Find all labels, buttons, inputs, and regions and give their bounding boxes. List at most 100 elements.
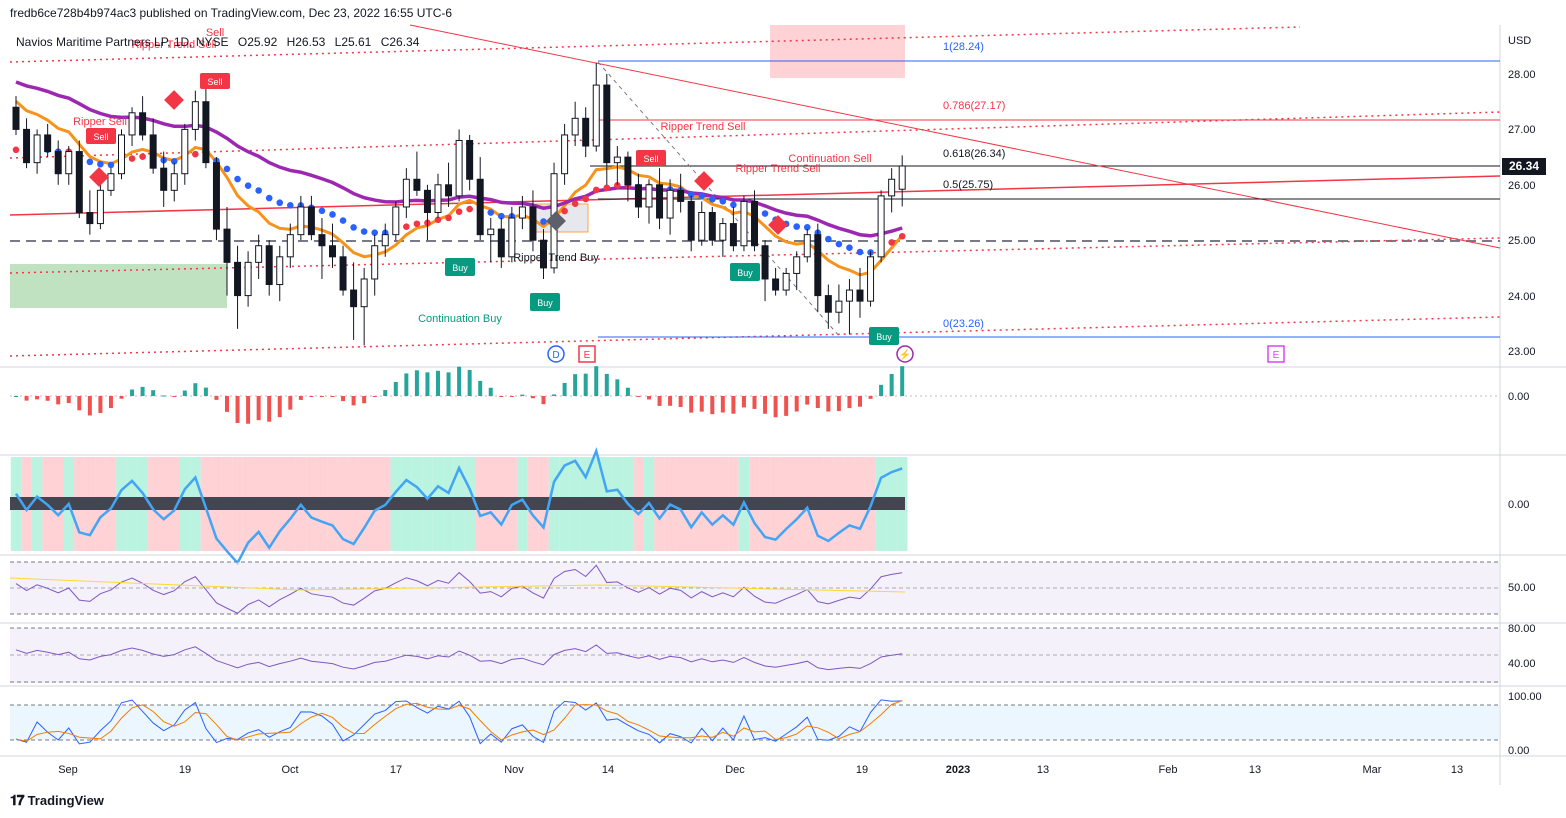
macd-bar <box>699 396 704 412</box>
macd-bar <box>235 396 240 423</box>
trend-dot <box>350 224 357 231</box>
trend-dot <box>128 155 136 162</box>
candle <box>413 151 421 196</box>
candle <box>824 284 832 329</box>
dotted-top <box>9 26 1301 63</box>
candle <box>286 223 294 268</box>
macd-pane <box>10 366 1500 424</box>
macd-bar <box>594 366 599 396</box>
macd-bar <box>56 396 61 405</box>
time-tick: Oct <box>281 764 298 776</box>
candle <box>402 168 410 219</box>
label-ripper-trend-buy: Ripper Trend Buy <box>513 252 599 264</box>
candle <box>867 251 875 307</box>
trend-dot <box>888 239 895 246</box>
macd-bar <box>277 396 282 418</box>
macd-bar <box>773 396 778 418</box>
macd-bar <box>246 396 251 424</box>
candle <box>434 173 442 219</box>
trend-dot <box>139 153 146 160</box>
candle <box>12 96 20 135</box>
trend-dot <box>730 201 737 209</box>
macd-bar <box>784 396 789 416</box>
macd-bar <box>161 395 166 397</box>
trend-dot <box>540 218 547 225</box>
buy-flag-label: Buy <box>876 332 892 342</box>
macd-bar <box>836 396 841 412</box>
adx-axis-label-40: 40.00 <box>1508 658 1536 670</box>
candle <box>23 118 31 169</box>
candle <box>529 190 537 252</box>
macd-bar <box>24 396 29 401</box>
rsi-axis-label: 50.00 <box>1508 582 1536 594</box>
candle <box>656 168 664 230</box>
time-tick: 17 <box>390 764 402 776</box>
trend-dot <box>856 248 864 256</box>
candle <box>44 123 52 158</box>
candle <box>276 245 284 302</box>
macd-bar <box>541 396 546 405</box>
trend-dot <box>12 146 20 154</box>
candle <box>803 229 811 263</box>
macd-bar <box>193 383 198 396</box>
trend-dot <box>329 211 336 218</box>
fib-label-05: 0.5(25.75) <box>943 179 993 191</box>
candle <box>297 195 305 241</box>
candle <box>318 218 326 279</box>
macd-bar <box>414 370 419 396</box>
macd-bar <box>615 379 620 396</box>
split-marker-glyph: ⚡ <box>899 348 911 361</box>
trend-zero-bar <box>10 497 905 510</box>
candle <box>571 101 579 147</box>
candle <box>118 129 125 180</box>
macd-bar <box>889 373 894 396</box>
macd-bar <box>794 396 799 412</box>
price-tick: 26.00 <box>1508 180 1536 192</box>
macd-bar <box>741 396 746 408</box>
trend-dot <box>86 158 94 166</box>
macd-bar <box>203 387 208 396</box>
macd-bar <box>520 394 525 396</box>
sell-flag <box>200 73 230 89</box>
candle <box>782 267 790 296</box>
candle <box>645 179 653 224</box>
trend-dot <box>318 207 326 215</box>
candle <box>33 129 41 174</box>
rsi-line <box>15 564 903 614</box>
brand-name: TradingView <box>27 793 104 808</box>
symbol-legend[interactable]: Navios Maritime Partners LP, 1D, NYSE O2… <box>16 35 425 49</box>
symbol-name[interactable]: Navios Maritime Partners LP, 1D, NYSE <box>16 35 229 49</box>
candle <box>751 190 758 252</box>
candle <box>540 229 547 279</box>
fib-label-1: 1(28.24) <box>943 41 984 53</box>
macd-bar <box>446 372 451 396</box>
candle <box>487 218 495 263</box>
green-zone <box>10 264 227 308</box>
candle <box>698 201 706 246</box>
macd-bar <box>689 396 694 413</box>
sell-diamond <box>89 167 109 187</box>
time-tick: 13 <box>1451 764 1463 776</box>
macd-bar <box>256 396 261 421</box>
earnings-marker-label: E <box>584 350 591 361</box>
trend-dot <box>287 201 294 209</box>
dividend-marker <box>547 345 565 363</box>
ohlc-close: C26.34 <box>380 35 420 49</box>
trend-dot <box>455 208 463 215</box>
time-tick: 13 <box>1249 764 1261 776</box>
price-tick: 28.00 <box>1508 69 1536 81</box>
macd-bar <box>457 366 462 396</box>
candle <box>223 206 231 296</box>
macd-bar <box>509 396 514 397</box>
brand-footer[interactable]: 𝟏𝟕 TradingView <box>10 792 104 809</box>
candle <box>371 234 379 296</box>
time-tick: 14 <box>602 764 614 776</box>
macd-bar <box>858 396 862 407</box>
candle <box>96 184 104 230</box>
candle <box>476 157 484 241</box>
macd-bar <box>815 396 820 409</box>
macd-bar <box>309 396 314 397</box>
macd-bar <box>763 396 768 414</box>
trend-dot <box>761 210 769 217</box>
